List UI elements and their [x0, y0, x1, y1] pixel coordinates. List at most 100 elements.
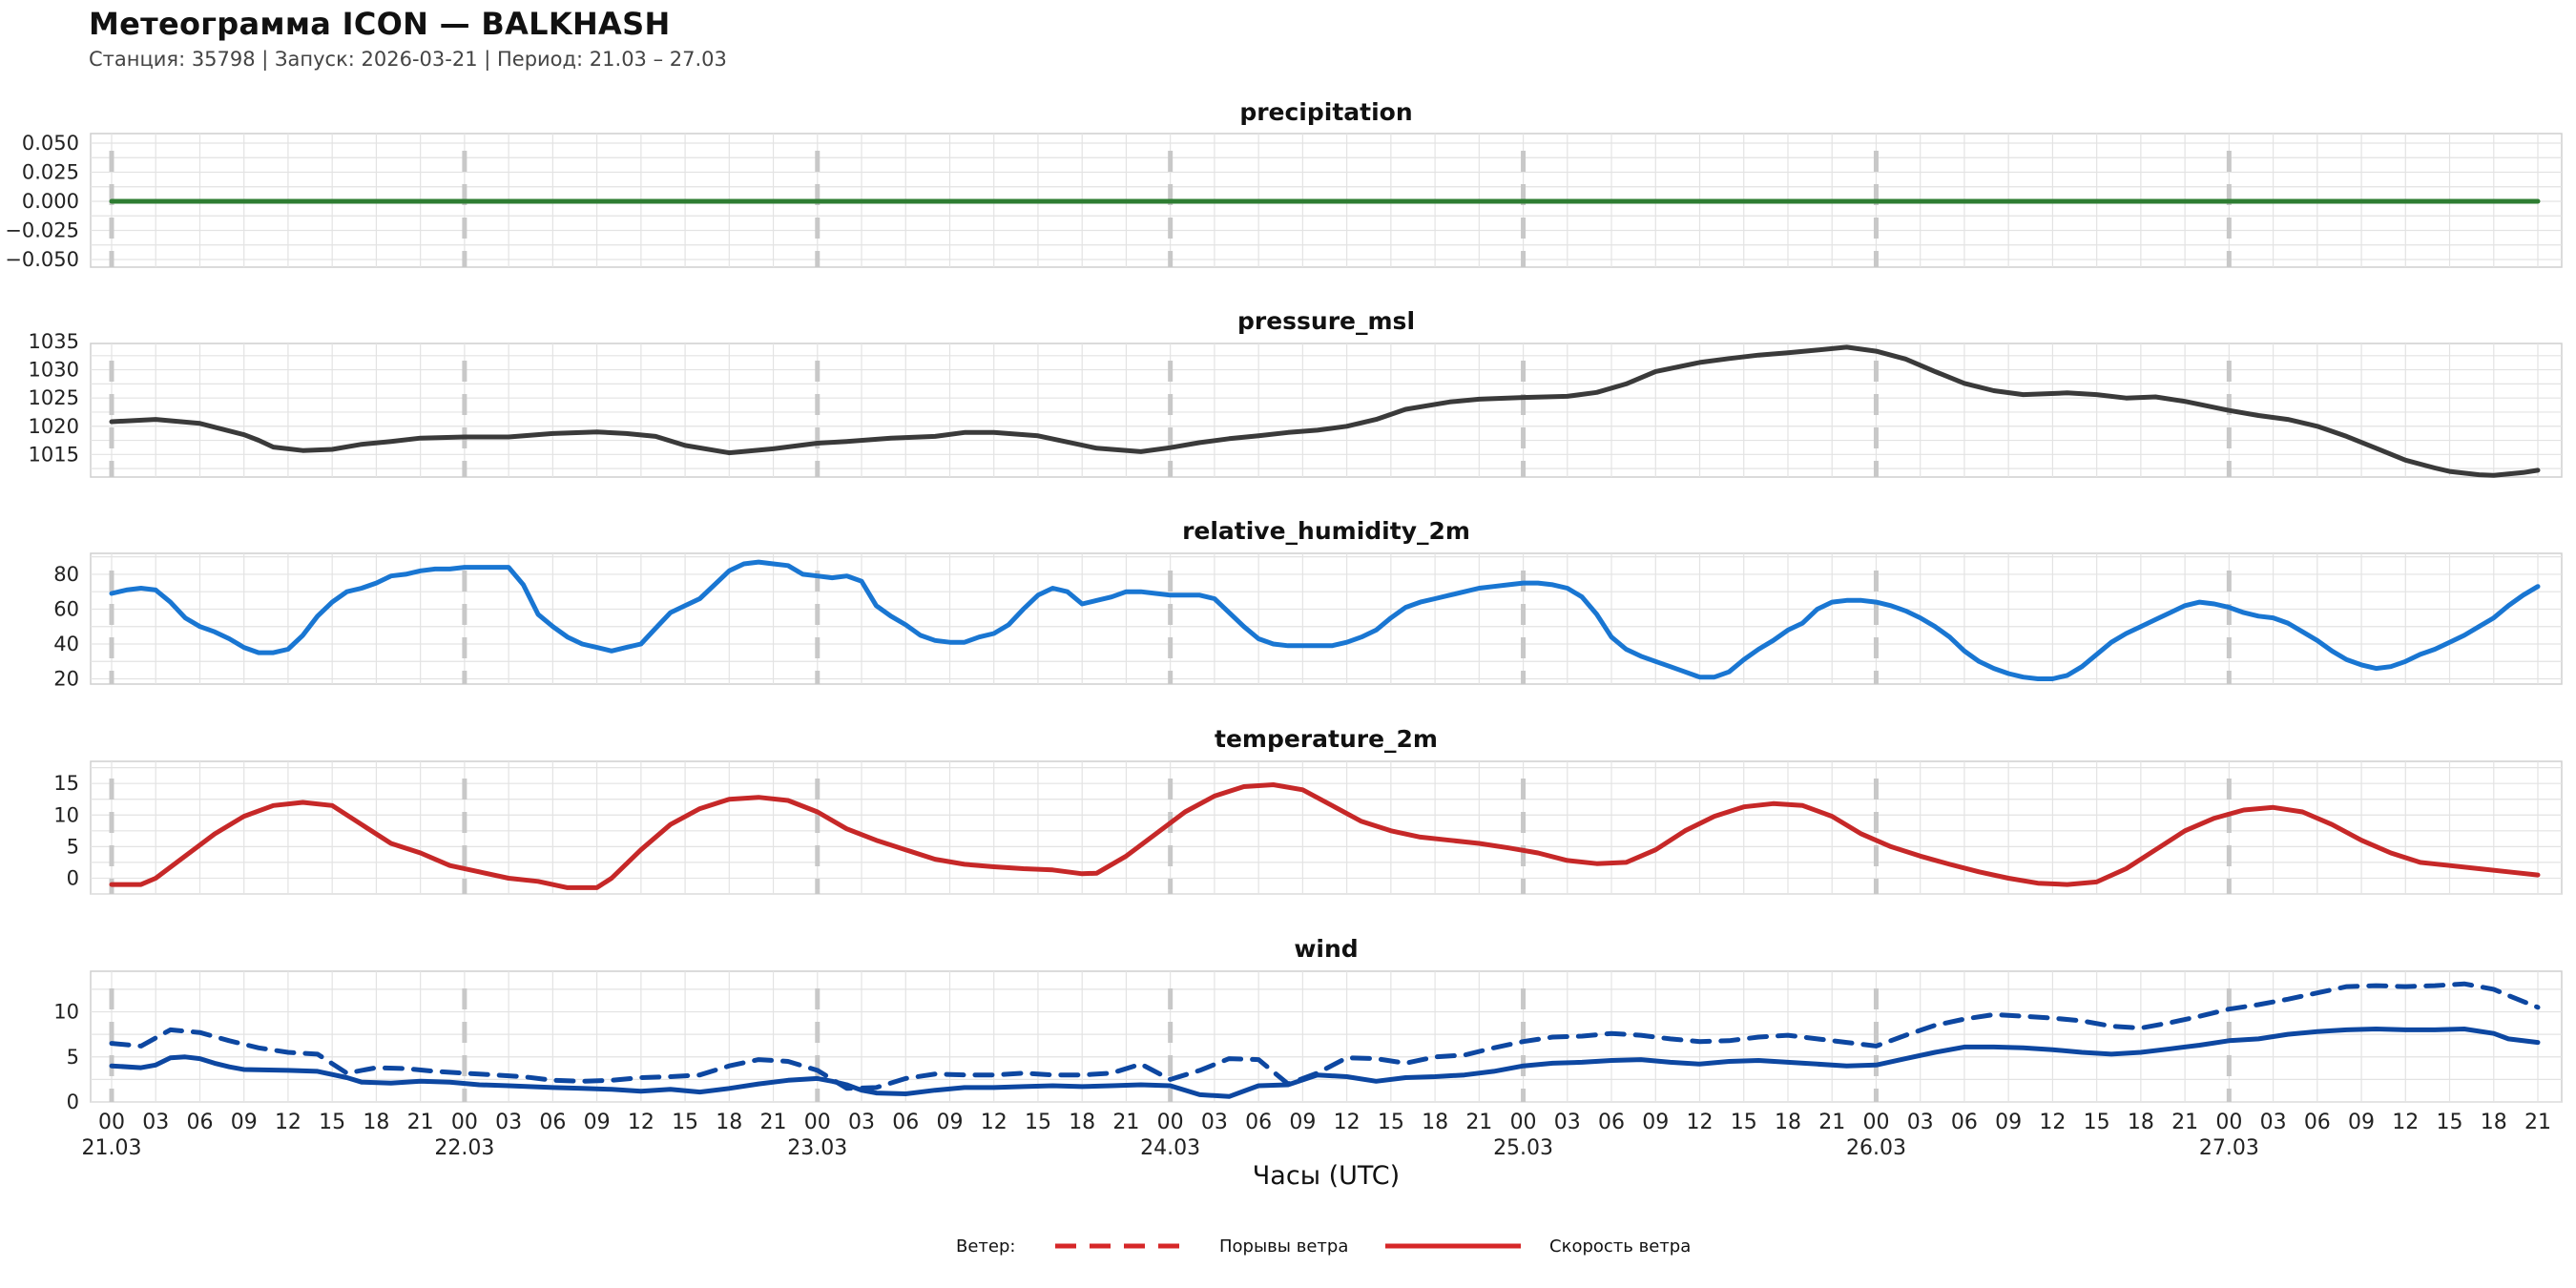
- x-tick-hour: 06: [1598, 1111, 1625, 1134]
- x-tick-hour: 03: [1201, 1111, 1228, 1134]
- x-tick-date: 23.03: [787, 1136, 847, 1160]
- panel-relative_humidity_2m: 20 40 60 80 relative_humidity_2m: [53, 517, 2563, 691]
- x-tick-hour: 21: [1112, 1111, 1139, 1134]
- legend-title: Ветер:: [956, 1236, 1015, 1257]
- x-tick-hour: 03: [142, 1111, 169, 1134]
- panel-precipitation: −0.050 −0.025 0.000 0.025 0.050 precipitation: [5, 98, 2563, 271]
- page-subtitle: Станция: 35798 | Запуск: 2026-03-21 | Пе…: [89, 48, 727, 71]
- x-tick-hour: 06: [1245, 1111, 1272, 1134]
- x-tick-hour: 15: [672, 1111, 698, 1134]
- y-tick-label: 15: [53, 772, 79, 795]
- x-tick-hour: 15: [1731, 1111, 1757, 1134]
- y-tick-label: 0.025: [22, 161, 79, 184]
- panel-frame: [90, 552, 2563, 685]
- x-tick-hour: 06: [186, 1111, 213, 1134]
- y-tick-label: 10: [53, 1001, 79, 1024]
- x-tick-hour: 21: [2524, 1111, 2551, 1134]
- legend-speed-label: Скорость ветра: [1549, 1236, 1691, 1257]
- x-tick-hour: 03: [495, 1111, 522, 1134]
- x-tick-date: 27.03: [2199, 1136, 2259, 1160]
- y-tick-label: 0: [67, 1091, 79, 1113]
- x-tick-hour: 06: [2304, 1111, 2331, 1134]
- x-tick-date: 24.03: [1140, 1136, 1200, 1160]
- series-line-pressure_msl: [109, 344, 2541, 478]
- panel-title: precipitation: [1239, 98, 1412, 126]
- page-title: Метеограмма ICON — BALKHASH: [89, 6, 671, 42]
- x-tick-hour: 12: [2039, 1111, 2066, 1134]
- x-tick-hour: 21: [1818, 1111, 1845, 1134]
- x-tick-hour: 15: [1025, 1111, 1051, 1134]
- x-tick-date: 26.03: [1846, 1136, 1906, 1160]
- x-tick-hour: 09: [1289, 1111, 1316, 1134]
- y-tick-label: 40: [53, 633, 79, 655]
- x-tick-date: 22.03: [434, 1136, 494, 1160]
- panel-title: relative_humidity_2m: [1182, 517, 1470, 545]
- x-tick-hour: 06: [1951, 1111, 1978, 1134]
- x-tick-hour: 06: [539, 1111, 566, 1134]
- y-tick-label: −0.025: [5, 219, 79, 242]
- x-tick-hour: 00: [1862, 1111, 1889, 1134]
- x-tick-hour: 09: [936, 1111, 963, 1134]
- panel-title: pressure_msl: [1237, 307, 1415, 335]
- x-tick-hour: 03: [1554, 1111, 1581, 1134]
- x-tick-hour: 18: [2481, 1111, 2507, 1134]
- x-tick-hour: 12: [1687, 1111, 1714, 1134]
- y-tick-label: 5: [67, 835, 79, 858]
- x-tick-hour: 00: [98, 1111, 125, 1134]
- panel-title: wind: [1294, 935, 1358, 963]
- x-tick-hour: 15: [1378, 1111, 1404, 1134]
- y-tick-label: 0: [67, 866, 79, 889]
- x-tick-hour: 12: [1334, 1111, 1361, 1134]
- panel-frame: [90, 970, 2563, 1103]
- panel-pressure_msl: 1015 1020 1025 1030 1035 pressure_msl: [29, 307, 2563, 478]
- x-tick-hour: 03: [848, 1111, 875, 1134]
- x-tick-hour: 15: [319, 1111, 345, 1134]
- x-tick-date: 21.03: [82, 1136, 142, 1160]
- x-tick-hour: 15: [2084, 1111, 2110, 1134]
- x-tick-hour: 21: [407, 1111, 434, 1134]
- x-tick-hour: 09: [1642, 1111, 1669, 1134]
- x-tick-hour: 18: [1422, 1111, 1448, 1134]
- series-line-Порывы ветра: [109, 981, 2541, 1091]
- y-tick-label: 0.000: [22, 190, 79, 213]
- x-tick-hour: 21: [760, 1111, 787, 1134]
- x-tick-hour: 12: [275, 1111, 301, 1134]
- panel-wind: 0 5 10 wind: [53, 935, 2563, 1113]
- x-tick-hour: 00: [1510, 1111, 1537, 1134]
- y-tick-label: −0.050: [5, 248, 79, 271]
- y-tick-label: 10: [53, 803, 79, 826]
- x-tick-hour: 06: [892, 1111, 919, 1134]
- header: Метеограмма ICON — BALKHASH Станция: 357…: [89, 6, 727, 71]
- x-tick-hour: 18: [2128, 1111, 2154, 1134]
- x-axis-label: Часы (UTC): [1253, 1161, 1400, 1191]
- x-tick-hour: 18: [1775, 1111, 1801, 1134]
- series-line-Скорость ветра: [109, 1027, 2541, 1099]
- y-tick-label: 1020: [29, 415, 79, 438]
- x-axis: 00 03 06 09 12 15 18 21 00 03 06 09 12 15 18 21 00 03 06 09…: [82, 1111, 2551, 1191]
- y-tick-label: 1025: [29, 386, 79, 409]
- x-tick-hour: 00: [2215, 1111, 2242, 1134]
- x-tick-hour: 12: [2392, 1111, 2419, 1134]
- x-tick-hour: 21: [1465, 1111, 1492, 1134]
- x-tick-hour: 15: [2437, 1111, 2463, 1134]
- y-tick-label: 1015: [29, 443, 79, 466]
- x-tick-hour: 12: [628, 1111, 654, 1134]
- x-tick-hour: 03: [1907, 1111, 1934, 1134]
- x-tick-hour: 12: [981, 1111, 1008, 1134]
- x-tick-hour: 18: [716, 1111, 742, 1134]
- y-tick-label: 0.050: [22, 132, 79, 155]
- x-tick-hour: 09: [1995, 1111, 2022, 1134]
- legend-gusts-label: Порывы ветра: [1219, 1236, 1348, 1257]
- x-tick-hour: 09: [231, 1111, 258, 1134]
- x-tick-hour: 09: [584, 1111, 611, 1134]
- x-tick-hour: 00: [451, 1111, 478, 1134]
- x-tick-hour: 03: [2260, 1111, 2287, 1134]
- x-tick-date: 25.03: [1493, 1136, 1553, 1160]
- x-tick-hour: 21: [2171, 1111, 2198, 1134]
- panel-frame: [90, 343, 2563, 478]
- panel-temperature_2m: 0 5 10 15 temperature_2m: [53, 725, 2563, 895]
- series-line-relative_humidity_2m: [109, 559, 2541, 681]
- y-tick-label: 1030: [29, 359, 79, 382]
- series-line-temperature_2m: [109, 782, 2541, 890]
